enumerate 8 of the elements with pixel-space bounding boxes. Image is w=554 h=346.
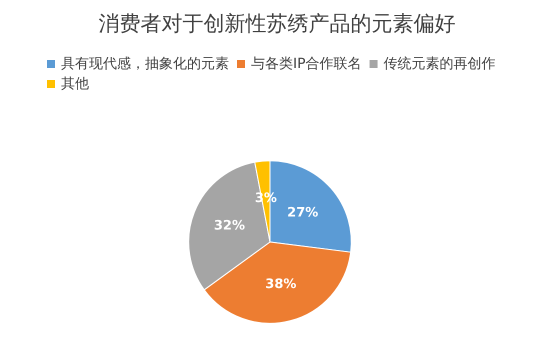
legend-label: 其他 <box>61 76 89 92</box>
legend-label: 与各类IP合作联名 <box>251 56 362 72</box>
chart-title: 消费者对于创新性苏绣产品的元素偏好 <box>98 12 456 36</box>
data-label: 32% <box>214 218 245 234</box>
legend-label: 传统元素的再创作 <box>384 56 496 72</box>
data-label: 38% <box>265 276 296 292</box>
legend-label: 具有现代感，抽象化的元素 <box>61 56 229 72</box>
data-label: 27% <box>287 206 318 221</box>
